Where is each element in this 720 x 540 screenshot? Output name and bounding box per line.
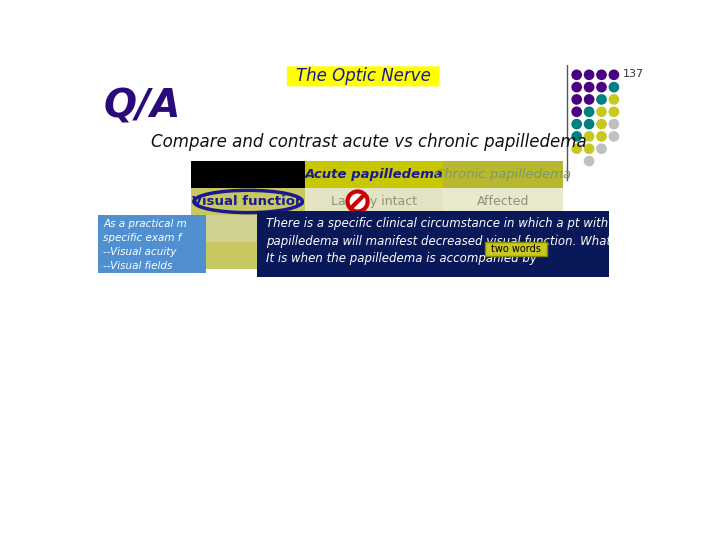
- Bar: [305, 215, 443, 242]
- Bar: [98, 215, 206, 273]
- Bar: [443, 161, 563, 188]
- Bar: [305, 242, 443, 269]
- Circle shape: [597, 83, 606, 92]
- Circle shape: [572, 83, 581, 92]
- Circle shape: [585, 132, 594, 141]
- Circle shape: [609, 70, 618, 79]
- Circle shape: [609, 119, 618, 129]
- Text: Visual function: Visual function: [192, 195, 305, 208]
- Circle shape: [597, 95, 606, 104]
- Circle shape: [572, 70, 581, 79]
- Bar: [443, 188, 563, 215]
- Bar: [443, 242, 563, 269]
- Circle shape: [597, 107, 606, 117]
- Text: 137: 137: [623, 69, 644, 79]
- Circle shape: [597, 119, 606, 129]
- Text: There is a specific clinical circumstance in which a pt with acute
papilledema w: There is a specific clinical circumstanc…: [266, 217, 645, 265]
- Ellipse shape: [194, 190, 302, 213]
- Bar: [443, 215, 563, 242]
- Circle shape: [585, 70, 594, 79]
- Circle shape: [572, 132, 581, 141]
- Circle shape: [585, 95, 594, 104]
- Bar: [191, 215, 305, 242]
- Text: As a practical m
specific exam f
--Visual acuity
--Visual fields
--Color vision
: As a practical m specific exam f --Visua…: [103, 219, 187, 299]
- Circle shape: [572, 95, 581, 104]
- Bar: [256, 211, 609, 276]
- Circle shape: [585, 157, 594, 166]
- Circle shape: [572, 107, 581, 117]
- Circle shape: [609, 95, 618, 104]
- Circle shape: [597, 132, 606, 141]
- Circle shape: [585, 119, 594, 129]
- Bar: [305, 188, 443, 215]
- Circle shape: [609, 132, 618, 141]
- Circle shape: [585, 144, 594, 153]
- Circle shape: [572, 144, 581, 153]
- Circle shape: [597, 70, 606, 79]
- Text: two words: two words: [491, 244, 541, 254]
- Bar: [191, 242, 305, 269]
- Bar: [305, 161, 443, 188]
- Text: Chronic papilledema: Chronic papilledema: [435, 168, 571, 181]
- Circle shape: [609, 107, 618, 117]
- Circle shape: [348, 192, 368, 212]
- Text: The Optic Nerve: The Optic Nerve: [296, 68, 431, 85]
- Text: Compare and contrast acute vs chronic papilledema: Compare and contrast acute vs chronic pa…: [151, 133, 587, 151]
- Circle shape: [609, 83, 618, 92]
- FancyBboxPatch shape: [287, 66, 439, 86]
- Text: Acute papilledema: Acute papilledema: [305, 168, 444, 181]
- Text: Largely intact: Largely intact: [331, 195, 417, 208]
- Bar: [191, 161, 305, 188]
- Circle shape: [585, 83, 594, 92]
- Bar: [485, 242, 547, 256]
- Bar: [191, 188, 305, 215]
- Text: Affected: Affected: [477, 195, 529, 208]
- Circle shape: [597, 144, 606, 153]
- Circle shape: [585, 107, 594, 117]
- Text: Q/A: Q/A: [104, 88, 181, 126]
- Circle shape: [572, 119, 581, 129]
